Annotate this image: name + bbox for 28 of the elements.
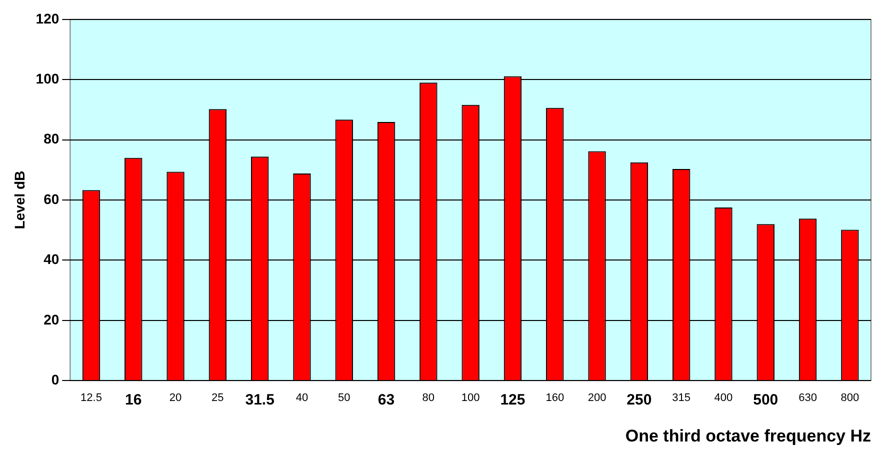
- x-tick-label: 40: [296, 392, 308, 404]
- y-axis-title: Level dB: [11, 170, 28, 230]
- x-tick-label: 50: [338, 392, 350, 404]
- x-tick-label: 31.5: [245, 392, 274, 409]
- x-tick-label: 63: [378, 392, 395, 409]
- x-tick-label: 20: [169, 392, 182, 404]
- x-tick-label: 250: [626, 392, 652, 409]
- x-tick-label: 16: [125, 392, 142, 409]
- x-axis-title: One third octave frequency Hz: [625, 426, 871, 446]
- x-tick-label: 630: [798, 392, 817, 404]
- x-tick-label: 160: [546, 392, 564, 404]
- y-tick-label: 40: [44, 251, 60, 268]
- y-tick-label: 80: [44, 130, 60, 147]
- x-tick-label: 800: [840, 392, 860, 404]
- x-tick-label: 12.5: [80, 392, 102, 404]
- x-tick-label: 400: [714, 392, 733, 404]
- y-tick-label: 120: [36, 10, 60, 26]
- x-tick-label: 200: [588, 392, 606, 404]
- y-tick-label: 60: [44, 190, 60, 207]
- x-tick-label: 100: [461, 392, 480, 404]
- x-tick-label: 25: [212, 392, 224, 404]
- x-tick-label: 500: [753, 392, 778, 409]
- x-tick-label: 315: [672, 392, 691, 404]
- x-tick-label: 125: [500, 392, 526, 409]
- y-tick-label: 100: [36, 70, 60, 86]
- x-tick-label: 80: [422, 392, 435, 404]
- y-tick-label: 20: [44, 311, 60, 328]
- y-tick-label: 0: [51, 371, 60, 388]
